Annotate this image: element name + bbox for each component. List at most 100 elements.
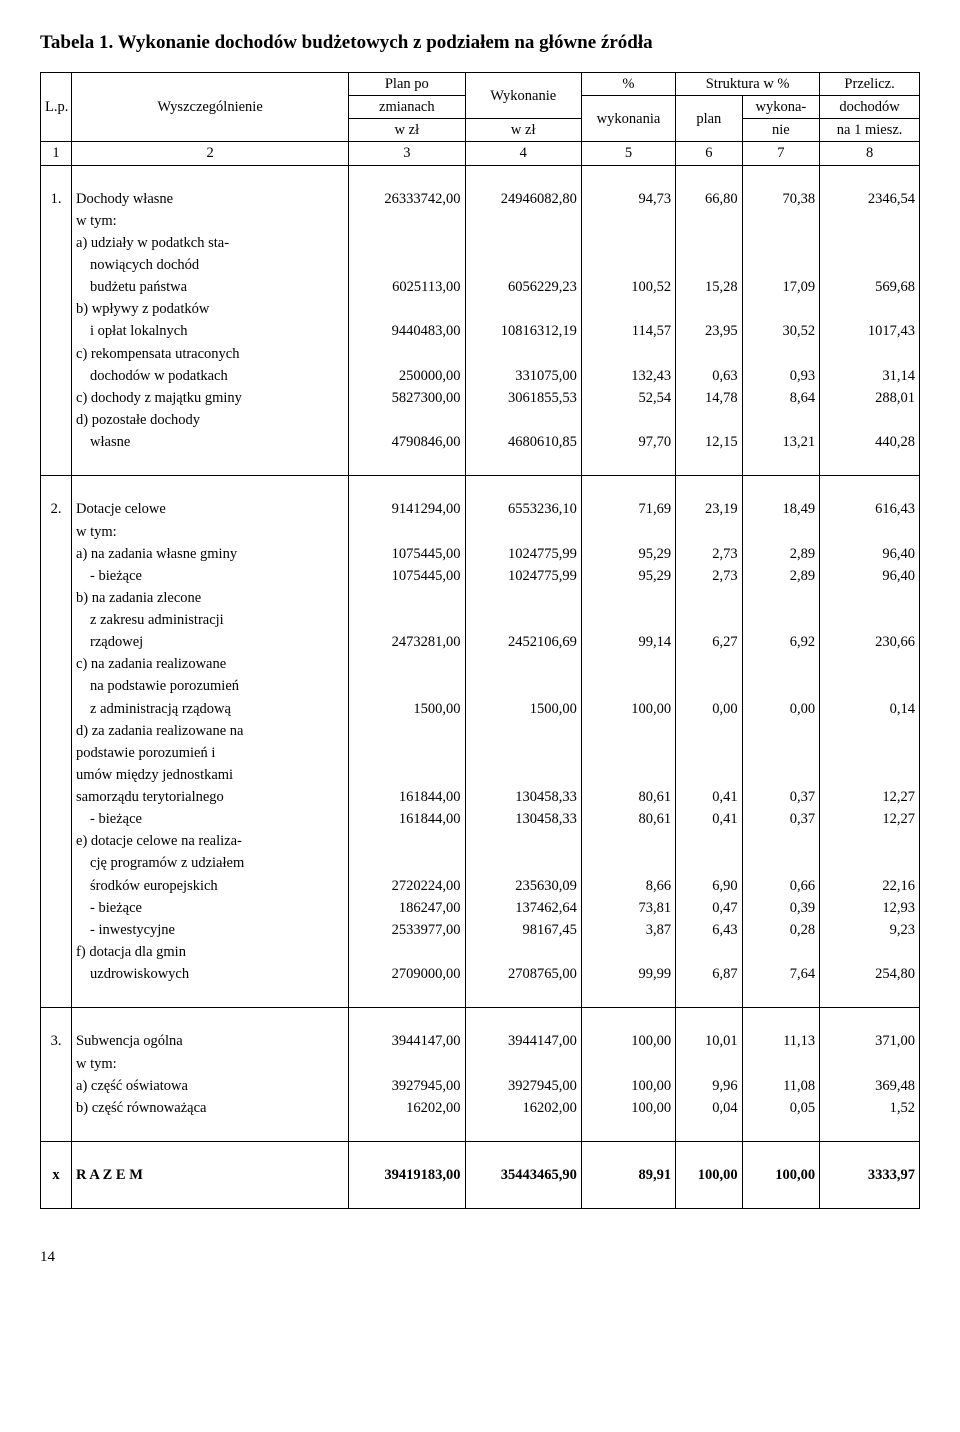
val-cell: 100,00	[742, 1164, 820, 1186]
coln-4: 4	[465, 142, 581, 165]
coln-8: 8	[820, 142, 920, 165]
val-cell: 1500,00	[349, 698, 465, 720]
desc-cell: w tym:	[72, 1053, 349, 1075]
val-cell: 2,73	[676, 543, 743, 565]
desc-cell: d) za zadania realizowane na	[72, 720, 349, 742]
val-cell: 254,80	[820, 963, 920, 985]
val-cell: 100,00	[581, 1075, 675, 1097]
desc-cell: d) pozostałe dochody	[72, 409, 349, 431]
header-row-1: L.p. Wyszczególnienie Plan po Wykonanie …	[41, 73, 920, 96]
spacer-row	[41, 1186, 920, 1209]
table-row: w tym:	[41, 521, 920, 543]
table-row: f) dotacja dla gmin	[41, 941, 920, 963]
coln-5: 5	[581, 142, 675, 165]
val-cell: 0,00	[742, 698, 820, 720]
val-cell: 89,91	[581, 1164, 675, 1186]
val-cell: 0,14	[820, 698, 920, 720]
val-cell: 8,66	[581, 875, 675, 897]
table-row: a) udziały w podatkch sta-	[41, 232, 920, 254]
val-cell: 31,14	[820, 365, 920, 387]
val-cell: 0,37	[742, 786, 820, 808]
val-cell: 3061855,53	[465, 387, 581, 409]
desc-cell: - bieżące	[72, 897, 349, 919]
table-row: w tym:	[41, 1053, 920, 1075]
val-cell: 14,78	[676, 387, 743, 409]
desc-cell: z administracją rządową	[72, 698, 349, 720]
val-cell: 11,13	[742, 1030, 820, 1052]
hdr-prz-1: Przelicz.	[820, 73, 920, 96]
val-cell: 97,70	[581, 431, 675, 453]
val-cell: 3944147,00	[465, 1030, 581, 1052]
val-cell: 7,64	[742, 963, 820, 985]
desc-cell: c) rekompensata utraconych	[72, 343, 349, 365]
val-cell: 235630,09	[465, 875, 581, 897]
table-row: a) część oświatowa 3927945,003927945,001…	[41, 1075, 920, 1097]
lp-cell: x	[41, 1164, 72, 1186]
val-cell: 1500,00	[465, 698, 581, 720]
val-cell: 0,41	[676, 808, 743, 830]
val-cell: 39419183,00	[349, 1164, 465, 1186]
table-row: z administracją rządową 1500,001500,0010…	[41, 698, 920, 720]
val-cell: 3,87	[581, 919, 675, 941]
val-cell: 9,23	[820, 919, 920, 941]
val-cell: 16202,00	[465, 1097, 581, 1119]
val-cell: 6,43	[676, 919, 743, 941]
column-number-row: 1 2 3 4 5 6 7 8	[41, 142, 920, 165]
val-cell: 0,66	[742, 875, 820, 897]
coln-3: 3	[349, 142, 465, 165]
val-cell: 10816312,19	[465, 320, 581, 342]
spacer-row	[41, 453, 920, 476]
val-cell: 130458,33	[465, 786, 581, 808]
desc-cell: a) część oświatowa	[72, 1075, 349, 1097]
val-cell: 0,63	[676, 365, 743, 387]
hdr-prz-3: na 1 miesz.	[820, 119, 920, 142]
table-row: c) na zadania realizowane	[41, 653, 920, 675]
val-cell: 2720224,00	[349, 875, 465, 897]
table-row: - bieżące 1075445,001024775,9995,292,732…	[41, 565, 920, 587]
val-cell: 0,93	[742, 365, 820, 387]
val-cell: 1075445,00	[349, 543, 465, 565]
table-row: 3. Subwencja ogólna 3944147,003944147,00…	[41, 1030, 920, 1052]
table-row: rządowej 2473281,002452106,6999,146,276,…	[41, 631, 920, 653]
val-cell: 12,15	[676, 431, 743, 453]
val-cell: 95,29	[581, 565, 675, 587]
desc-cell: - inwestycyjne	[72, 919, 349, 941]
val-cell: 616,43	[820, 498, 920, 520]
desc-cell: b) część równoważąca	[72, 1097, 349, 1119]
coln-2: 2	[72, 142, 349, 165]
coln-6: 6	[676, 142, 743, 165]
val-cell: 288,01	[820, 387, 920, 409]
desc-cell: e) dotacje celowe na realiza-	[72, 830, 349, 852]
val-cell: 2533977,00	[349, 919, 465, 941]
val-cell: 73,81	[581, 897, 675, 919]
val-cell: 186247,00	[349, 897, 465, 919]
val-cell: 6,92	[742, 631, 820, 653]
val-cell: 16202,00	[349, 1097, 465, 1119]
val-cell: 440,28	[820, 431, 920, 453]
desc-cell: nowiących dochód	[72, 254, 349, 276]
desc-cell: b) na zadania zlecone	[72, 587, 349, 609]
val-cell: 130458,33	[465, 808, 581, 830]
table-row: 1. Dochody własne 26333742,00 24946082,8…	[41, 188, 920, 210]
spacer-row	[41, 985, 920, 1008]
val-cell: 369,48	[820, 1075, 920, 1097]
desc-cell: - bieżące	[72, 808, 349, 830]
val-cell: 9440483,00	[349, 320, 465, 342]
val-cell: 12,27	[820, 786, 920, 808]
val-cell: 114,57	[581, 320, 675, 342]
hdr-struct-plan: plan	[676, 96, 743, 142]
desc-cell: na podstawie porozumień	[72, 675, 349, 697]
val-cell: 6,87	[676, 963, 743, 985]
val-cell: 331075,00	[465, 365, 581, 387]
budget-table: L.p. Wyszczególnienie Plan po Wykonanie …	[40, 72, 920, 1209]
hdr-desc: Wyszczególnienie	[72, 73, 349, 142]
desc-cell: f) dotacja dla gmin	[72, 941, 349, 963]
val-cell: 23,19	[676, 498, 743, 520]
val-cell: 12,27	[820, 808, 920, 830]
table-row: b) część równoważąca 16202,0016202,00100…	[41, 1097, 920, 1119]
val-cell: 0,04	[676, 1097, 743, 1119]
desc-cell: uzdrowiskowych	[72, 963, 349, 985]
val-cell: 0,39	[742, 897, 820, 919]
val-cell: 6,90	[676, 875, 743, 897]
table-row: 2. Dotacje celowe 9141294,00 6553236,10 …	[41, 498, 920, 520]
